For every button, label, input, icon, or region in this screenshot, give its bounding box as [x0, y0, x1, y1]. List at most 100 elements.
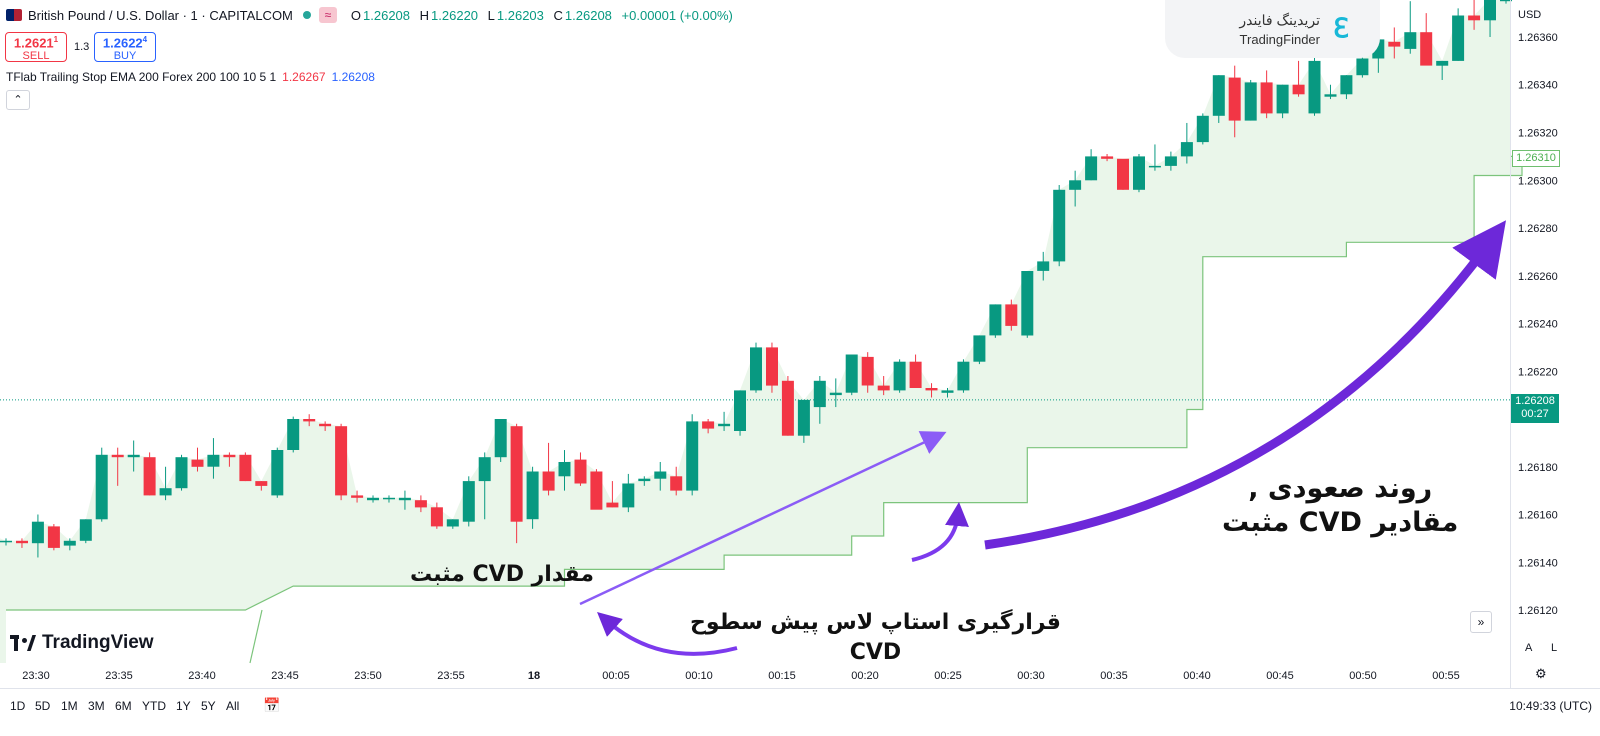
candle-body — [654, 471, 667, 479]
x-tick-label: 18 — [528, 670, 540, 682]
candle-body — [1005, 304, 1018, 326]
annotation-uptrend: روند صعودی , مقادیر CVD مثبت — [1222, 473, 1459, 538]
candle-body — [829, 392, 842, 396]
y-tick-label: 1.26340 — [1518, 80, 1558, 92]
range-5d[interactable]: 5D — [35, 699, 51, 713]
candle-body — [63, 540, 76, 546]
candle-body — [542, 471, 555, 491]
indicator-legend[interactable]: TFlab Trailing Stop EMA 200 Forex 200 10… — [6, 70, 375, 84]
arrow-stop-left — [597, 612, 738, 656]
candle-body — [1500, 0, 1512, 2]
y-tick-label: 1.26180 — [1518, 462, 1558, 474]
candle-body — [239, 454, 252, 482]
y-tick-label: 1.26360 — [1518, 32, 1558, 44]
market-open-icon — [302, 11, 311, 19]
symbol-title[interactable]: British Pound / U.S. Dollar · 1 · CAPITA… — [28, 7, 293, 23]
x-tick-label: 23:35 — [105, 670, 133, 682]
range-1y[interactable]: 1Y — [176, 699, 191, 713]
sell-button[interactable]: 1.26211 SELL — [5, 32, 67, 62]
scroll-to-realtime-button[interactable]: » — [1470, 611, 1492, 633]
annotation-positive-cvd: مقدار CVD مثبت — [410, 562, 594, 587]
candle-body — [462, 481, 475, 522]
range-5y[interactable]: 5Y — [201, 699, 216, 713]
range-6m[interactable]: 6M — [115, 699, 132, 713]
candle-body — [95, 454, 108, 520]
utc-clock[interactable]: 10:49:33 (UTC) — [1509, 699, 1592, 713]
log-scale-button[interactable]: L — [1551, 642, 1558, 654]
range-ytd[interactable]: YTD — [142, 699, 166, 713]
candle-body — [143, 457, 156, 496]
candle-body — [207, 454, 220, 467]
candle-body — [1340, 75, 1353, 95]
x-tick-label: 00:20 — [851, 670, 879, 682]
collapse-legend-button[interactable]: ⌃ — [6, 90, 30, 110]
candle-body — [909, 361, 922, 388]
candle-body — [16, 540, 28, 544]
candle-body — [335, 426, 348, 496]
x-tick-label: 00:55 — [1432, 670, 1460, 682]
tradingview-logo[interactable]: TradingView — [10, 632, 154, 654]
candle-body — [781, 380, 794, 436]
candle-body — [1404, 32, 1417, 49]
candle-body — [127, 454, 140, 458]
candle-body — [0, 540, 12, 543]
candle-body — [191, 459, 204, 467]
candle-body — [941, 390, 954, 393]
x-tick-label: 23:55 — [437, 670, 465, 682]
candle-body — [1069, 180, 1082, 190]
candle-body — [1148, 165, 1161, 168]
auto-scale-button[interactable]: A — [1525, 642, 1533, 654]
range-1m[interactable]: 1M — [61, 699, 78, 713]
candle-body — [893, 361, 906, 391]
x-tick-label: 00:10 — [685, 670, 713, 682]
candle-body — [925, 388, 938, 391]
candle-body — [319, 423, 332, 427]
y-tick-label: 1.26140 — [1518, 557, 1558, 569]
currency-label[interactable]: USD — [1518, 9, 1542, 21]
range-all[interactable]: All — [226, 699, 240, 713]
wave-icon[interactable]: ≈ — [318, 7, 337, 23]
candle-body — [1021, 271, 1034, 336]
arrow-stop-right — [911, 502, 969, 562]
candle-body — [1420, 32, 1433, 66]
candle-body — [111, 454, 124, 458]
candle-body — [718, 423, 731, 427]
range-1d[interactable]: 1D — [10, 699, 26, 713]
x-tick-label: 00:25 — [934, 670, 962, 682]
candle-body — [1180, 142, 1193, 157]
range-3m[interactable]: 3M — [88, 699, 105, 713]
y-tick-label: 1.26160 — [1518, 510, 1558, 522]
settings-gear-icon[interactable]: ⚙ — [1535, 666, 1547, 681]
candle-body — [175, 457, 188, 489]
candle-body — [1164, 156, 1177, 166]
candle-body — [1101, 156, 1114, 159]
price-axis-divider — [1510, 0, 1511, 688]
candle-body — [494, 419, 507, 458]
x-tick-label: 00:45 — [1266, 670, 1294, 682]
candle-body — [1085, 156, 1098, 181]
candle-body — [1196, 115, 1209, 143]
candle-body — [31, 521, 44, 544]
candle-body — [287, 419, 300, 450]
candle-body — [877, 385, 890, 391]
y-tick-label: 1.26240 — [1518, 319, 1558, 331]
candle-body — [574, 459, 587, 484]
ohlc-readout: O 1.26208 H 1.26220 L 1.26203 C 1.26208 +0.0… — [350, 7, 733, 23]
candle-body — [702, 421, 715, 429]
candle-body — [351, 495, 364, 498]
current-price-tag: 1.26208 00:27 — [1511, 394, 1559, 423]
candle-body — [861, 356, 874, 386]
candle-body — [606, 502, 619, 508]
x-tick-label: 00:40 — [1183, 670, 1211, 682]
candle-body — [1324, 94, 1337, 97]
candle-body — [383, 497, 395, 500]
candle-body — [367, 497, 379, 501]
candle-body — [1212, 75, 1225, 116]
candle-body — [957, 361, 970, 391]
candle-body — [1308, 60, 1321, 114]
candle-body — [1452, 15, 1465, 61]
candle-body — [1228, 77, 1241, 121]
calendar-range-icon[interactable]: 📅 — [263, 697, 281, 713]
buy-button[interactable]: 1.26224 BUY — [94, 32, 156, 62]
